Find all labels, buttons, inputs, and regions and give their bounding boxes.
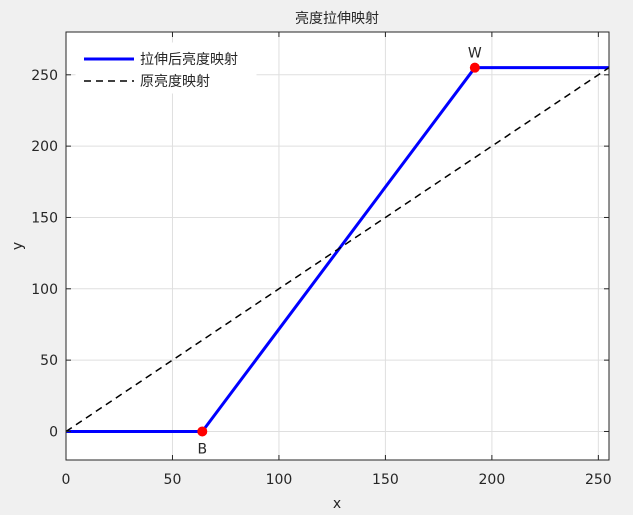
x-tick-label: 0: [62, 472, 71, 488]
y-tick-label: 0: [49, 424, 58, 440]
axes-box: [65, 31, 610, 461]
x-tick-label: 150: [372, 472, 399, 488]
x-tick-label: 100: [266, 472, 293, 488]
plot-area: [66, 32, 609, 460]
y-tick-label: 200: [31, 139, 58, 155]
point-label-B: B: [197, 441, 207, 457]
point-label-W: W: [468, 46, 482, 62]
y-axis-label: y: [10, 242, 26, 250]
point-marker-B: [197, 426, 208, 437]
x-axis-label: x: [333, 496, 341, 512]
marker-group: BW: [197, 46, 482, 457]
ticks-group: 0 50 100 150 200 250 0 50 100 150 200 250: [31, 32, 612, 488]
y-tick-label: 150: [31, 210, 58, 226]
legend-box: [75, 42, 257, 94]
chart-title: 亮度拉伸映射: [295, 10, 379, 27]
x-tick-label: 250: [585, 472, 612, 488]
y-tick-label: 50: [40, 353, 58, 369]
legend: 拉伸后亮度映射 原亮度映射: [75, 42, 257, 94]
point-marker-W: [469, 62, 480, 73]
x-tick-label: 200: [479, 472, 506, 488]
series-group: [65, 66, 610, 433]
series-line-2: [65, 67, 610, 433]
y-tick-label: 250: [31, 68, 58, 84]
x-tick-label: 50: [164, 472, 182, 488]
legend-label-original: 原亮度映射: [140, 73, 210, 90]
y-tick-label: 100: [31, 282, 58, 298]
legend-label-stretched: 拉伸后亮度映射: [140, 51, 238, 68]
